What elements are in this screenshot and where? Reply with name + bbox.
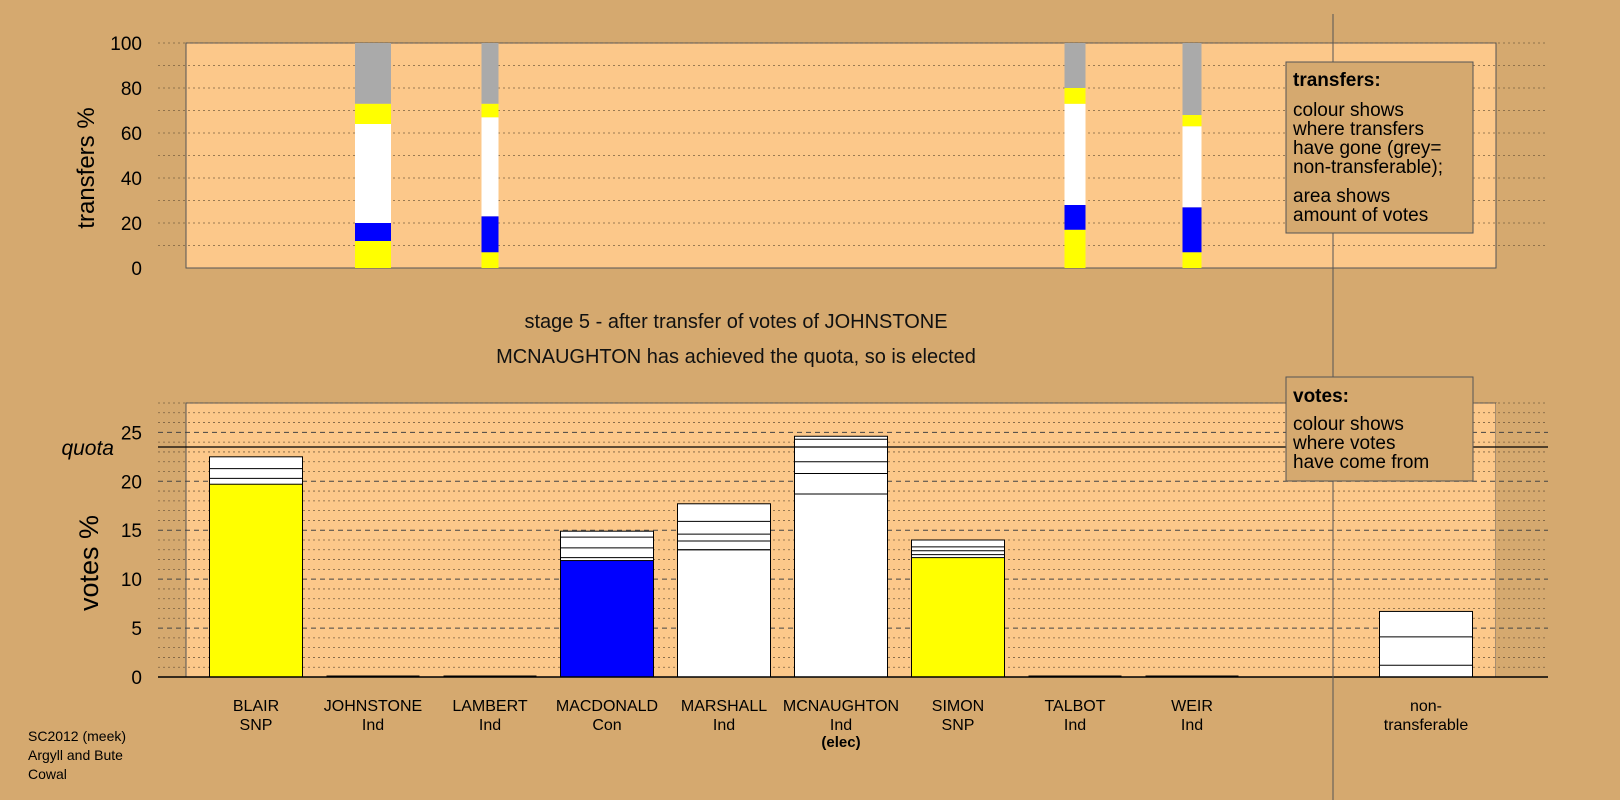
votes-legend: votes: colour shows where votes have com… bbox=[1285, 376, 1474, 482]
candidate-elected-note: (elec) bbox=[821, 734, 860, 751]
transfers-y-tick-label: 60 bbox=[121, 124, 142, 145]
votes-bars bbox=[209, 435, 1473, 678]
transfers-plot: 0 20 40 60 80 100 transfers % bbox=[73, 34, 1548, 280]
vote-bar-base bbox=[794, 493, 888, 678]
votes-y-tick-label: 5 bbox=[131, 619, 142, 640]
transfers-y-ticks: 0 20 40 60 80 100 bbox=[110, 34, 142, 280]
transfer-segment bbox=[1182, 126, 1202, 208]
transfer-segment bbox=[1182, 207, 1202, 253]
transfer-segment bbox=[1182, 115, 1202, 127]
vote-bar-base bbox=[209, 483, 303, 678]
transfers-legend-line: amount of votes bbox=[1293, 205, 1428, 226]
votes-plot: 0 5 10 15 20 25 BLAIR SNP JOHNSTONE Ind LAMBERT In… bbox=[61, 402, 1548, 751]
transfer-segment bbox=[1182, 252, 1202, 268]
votes-legend-line: colour shows bbox=[1293, 414, 1404, 435]
votes-y-tick-label: 0 bbox=[131, 668, 142, 689]
candidate-name: LAMBERT bbox=[452, 698, 528, 715]
transfer-segment bbox=[1064, 205, 1086, 230]
footer-line-1: SC2012 (meek) bbox=[28, 728, 126, 744]
transfer-segment bbox=[1064, 103, 1086, 205]
transfer-segment bbox=[1064, 88, 1086, 104]
candidate-name: BLAIR bbox=[233, 698, 279, 715]
candidate-labels: BLAIR SNP JOHNSTONE Ind LAMBERT Ind MACDONALD C… bbox=[233, 698, 1468, 751]
transfer-segment bbox=[481, 216, 499, 253]
transfers-y-axis-label: transfers % bbox=[73, 107, 100, 228]
candidate-name: MACDONALD bbox=[556, 698, 658, 715]
vote-bar-base bbox=[677, 549, 771, 678]
votes-legend-box bbox=[1285, 376, 1474, 482]
transfers-y-tick-label: 20 bbox=[121, 214, 142, 235]
transfers-y-tick-label: 40 bbox=[121, 169, 142, 190]
transfers-bars bbox=[355, 43, 1202, 268]
transfer-segment bbox=[1182, 43, 1202, 115]
votes-y-tick-label: 20 bbox=[121, 472, 142, 493]
transfers-y-tick-label: 0 bbox=[131, 259, 142, 280]
transfers-y-tick-label: 80 bbox=[121, 79, 142, 100]
stage-text: stage 5 - after transfer of votes of JOH… bbox=[524, 311, 947, 333]
nontransferable-label: non- bbox=[1410, 698, 1442, 715]
votes-y-tick-label: 10 bbox=[121, 570, 142, 591]
transfers-legend: transfers: colour shows where transfers … bbox=[1285, 61, 1474, 234]
candidate-name: MCNAUGHTON bbox=[783, 698, 899, 715]
nontransferable-bar bbox=[1379, 610, 1473, 678]
votes-y-axis-label: votes % bbox=[74, 515, 104, 611]
transfers-legend-line: where transfers bbox=[1292, 119, 1424, 140]
transfers-legend-line: colour shows bbox=[1293, 100, 1404, 121]
votes-y-ticks: 0 5 10 15 20 25 bbox=[121, 423, 142, 689]
transfer-segment bbox=[1064, 43, 1086, 88]
candidate-party: Ind bbox=[713, 717, 735, 734]
status-text: MCNAUGHTON has achieved the quota, so is… bbox=[496, 346, 976, 368]
transfers-legend-box bbox=[1285, 61, 1474, 234]
transfer-segment bbox=[481, 43, 499, 104]
candidate-party: Ind bbox=[479, 717, 501, 734]
candidate-name: SIMON bbox=[932, 698, 984, 715]
candidate-name: WEIR bbox=[1171, 698, 1213, 715]
transfers-legend-title: transfers: bbox=[1293, 70, 1381, 91]
votes-y-tick-label: 25 bbox=[121, 423, 142, 444]
votes-y-tick-label: 15 bbox=[121, 521, 142, 542]
candidate-party: SNP bbox=[240, 717, 273, 734]
candidate-name: JOHNSTONE bbox=[324, 698, 422, 715]
votes-legend-line: where votes bbox=[1292, 433, 1395, 454]
candidate-party: Ind bbox=[362, 717, 384, 734]
votes-legend-title: votes: bbox=[1293, 386, 1349, 407]
footer-line-3: Cowal bbox=[28, 766, 67, 782]
vote-bar-base bbox=[560, 560, 654, 678]
candidate-party: Ind bbox=[1064, 717, 1086, 734]
transfer-segment bbox=[481, 252, 499, 268]
transfer-segment bbox=[355, 103, 391, 124]
transfer-segment bbox=[481, 117, 499, 217]
transfer-segment bbox=[355, 241, 391, 268]
transfer-segment bbox=[355, 223, 391, 241]
transfers-legend-line: non-transferable); bbox=[1293, 157, 1443, 178]
footer-line-2: Argyll and Bute bbox=[28, 747, 123, 763]
transfers-y-tick-label: 100 bbox=[110, 34, 142, 55]
candidate-party: Ind bbox=[830, 717, 852, 734]
candidate-name: TALBOT bbox=[1044, 698, 1105, 715]
vote-bar-base bbox=[911, 557, 1005, 678]
votes-legend-line: have come from bbox=[1293, 452, 1429, 473]
transfers-legend-line: area shows bbox=[1293, 186, 1390, 207]
transfer-segment bbox=[355, 43, 391, 104]
candidate-name: MARSHALL bbox=[681, 698, 767, 715]
quota-label: quota bbox=[61, 437, 114, 460]
transfers-legend-line: have gone (grey= bbox=[1293, 138, 1441, 159]
candidate-party: Ind bbox=[1181, 717, 1203, 734]
candidate-party: Con bbox=[592, 717, 621, 734]
candidate-party: SNP bbox=[942, 717, 975, 734]
transfer-segment bbox=[481, 103, 499, 118]
transfer-segment bbox=[1064, 229, 1086, 268]
nontransferable-label: transferable bbox=[1384, 717, 1469, 734]
transfer-segment bbox=[355, 124, 391, 223]
